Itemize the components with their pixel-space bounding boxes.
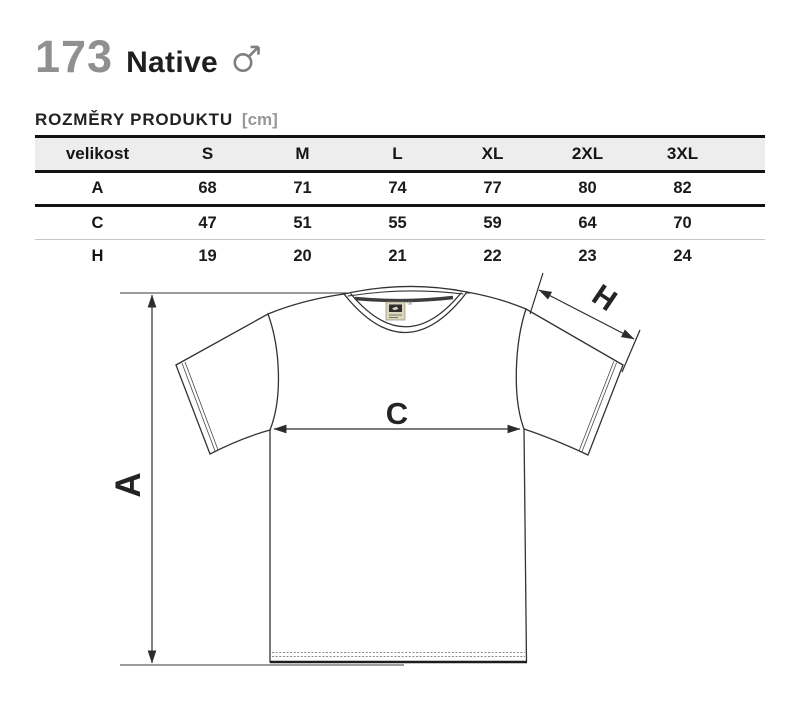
product-name: Native bbox=[126, 46, 218, 79]
size-cell-filler bbox=[730, 172, 765, 206]
column-header: 3XL bbox=[666, 144, 699, 163]
size-cell: 64 bbox=[578, 213, 597, 232]
size-cell: 55 bbox=[388, 213, 407, 232]
table-row: H 19 20 21 22 23 24 bbox=[35, 240, 765, 274]
size-cell: 20 bbox=[293, 247, 312, 266]
page-header: 173 Native bbox=[35, 34, 267, 79]
collar bbox=[343, 285, 468, 334]
dimension-a-label: A bbox=[109, 472, 148, 497]
column-header: M bbox=[295, 144, 310, 163]
dimension-h-arrow bbox=[529, 272, 641, 373]
registered-mark: ® bbox=[408, 299, 413, 307]
section-title-text: ROZMĚRY PRODUKTU bbox=[35, 110, 233, 129]
table-row: C 47 51 55 59 64 70 bbox=[35, 206, 765, 240]
column-header: XL bbox=[481, 144, 504, 163]
size-cell: 59 bbox=[483, 213, 502, 232]
row-label: C bbox=[91, 213, 104, 232]
size-cell-filler bbox=[730, 206, 765, 240]
product-code: 173 bbox=[35, 31, 114, 82]
size-cell: 19 bbox=[198, 247, 217, 266]
reference-lines bbox=[120, 292, 472, 666]
tshirt-measurement-diagram: ® A C H bbox=[0, 272, 796, 702]
dimension-h-label: H bbox=[586, 278, 622, 317]
size-cell: 21 bbox=[388, 247, 407, 266]
size-cell: 23 bbox=[578, 247, 597, 266]
table-header-row: velikost S M L XL 2XL 3XL bbox=[35, 136, 765, 172]
column-header: 2XL bbox=[571, 144, 604, 163]
column-header: velikost bbox=[65, 144, 130, 163]
dimension-c-label: C bbox=[386, 396, 408, 431]
size-cell: 68 bbox=[198, 179, 217, 197]
size-cell: 70 bbox=[673, 213, 692, 232]
column-header: S bbox=[201, 144, 214, 163]
size-cell: 24 bbox=[673, 247, 692, 266]
neck-label: ® bbox=[385, 299, 413, 321]
row-label: H bbox=[91, 247, 104, 266]
size-cell: 82 bbox=[673, 179, 692, 197]
size-cell: 80 bbox=[578, 179, 597, 197]
size-cell-filler bbox=[730, 240, 765, 274]
size-cell: 74 bbox=[388, 179, 407, 197]
section-title: ROZMĚRY PRODUKTU [cm] bbox=[35, 110, 278, 130]
size-table: velikost S M L XL 2XL 3XL A 68 71 74 77 … bbox=[35, 135, 765, 274]
row-label: A bbox=[91, 179, 104, 197]
table-row: A 68 71 74 77 80 82 bbox=[35, 172, 765, 206]
column-header-filler bbox=[730, 137, 765, 172]
size-cell: 51 bbox=[293, 213, 312, 232]
size-cell: 47 bbox=[198, 213, 217, 232]
size-cell: 71 bbox=[293, 179, 312, 197]
size-cell: 77 bbox=[483, 179, 502, 197]
unit-label: [cm] bbox=[241, 110, 278, 129]
size-cell: 22 bbox=[483, 247, 502, 266]
male-icon bbox=[231, 41, 267, 80]
tshirt-outline bbox=[175, 291, 624, 664]
column-header: L bbox=[392, 144, 403, 163]
